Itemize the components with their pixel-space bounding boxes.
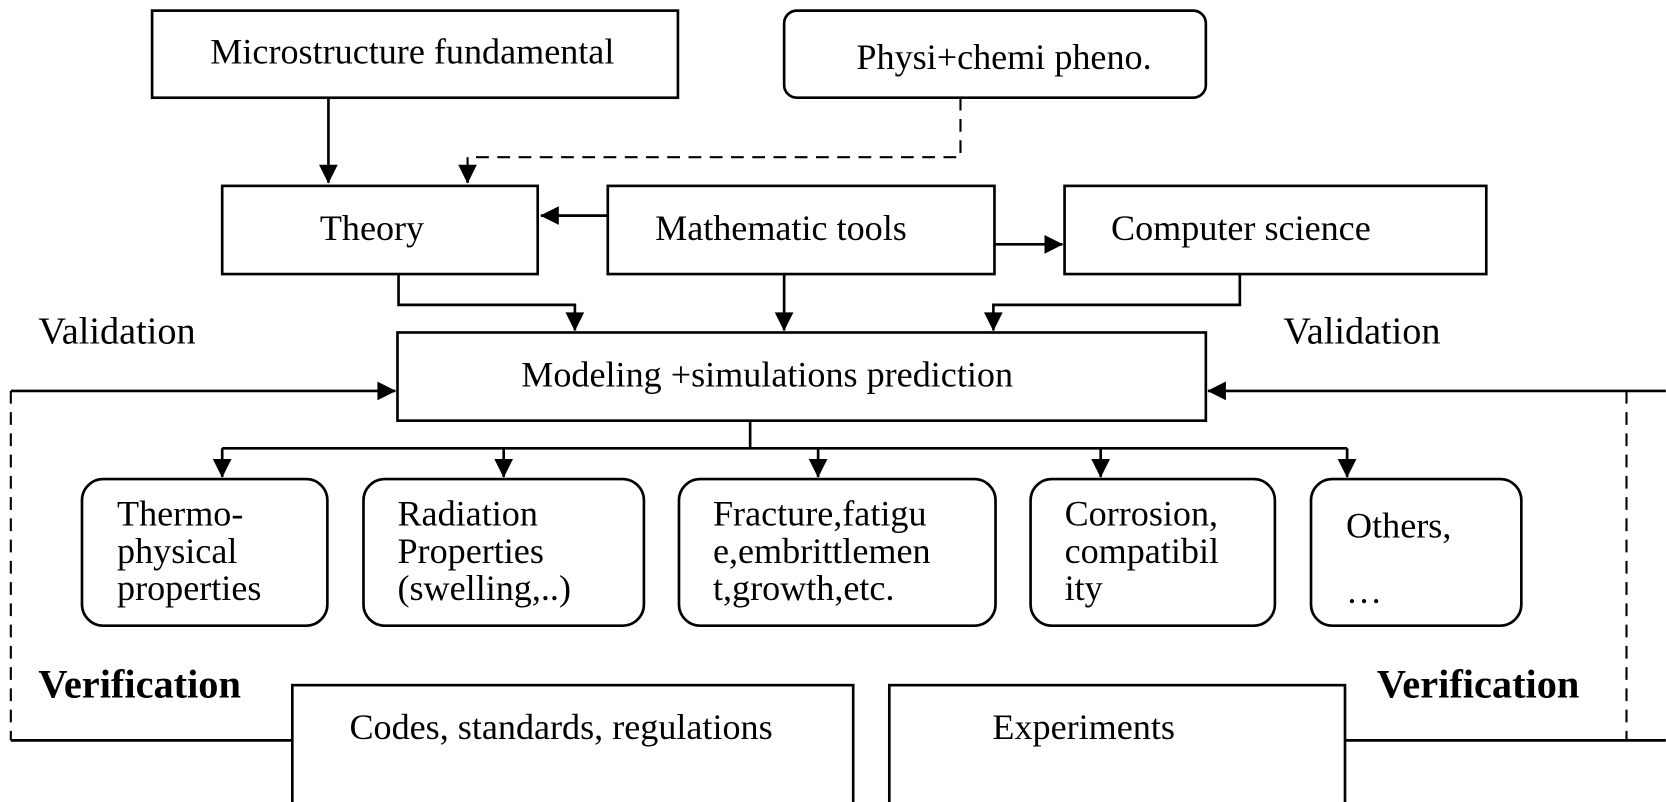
box bbox=[80, 477, 329, 627]
box bbox=[1063, 184, 1488, 276]
node-text: Fracture,fatigu e,embrittlemen t,growth,… bbox=[713, 494, 931, 608]
box bbox=[290, 683, 855, 802]
node-label: Experiments bbox=[992, 707, 1175, 747]
box bbox=[1029, 477, 1277, 627]
node-label: Mathematic tools bbox=[655, 208, 907, 248]
node-text: Radiation Properties (swelling,..) bbox=[397, 494, 571, 608]
node-label: Physi+chemi pheno. bbox=[856, 37, 1151, 77]
node-line: Radiation bbox=[397, 494, 537, 534]
node-line: compatibil bbox=[1065, 531, 1219, 571]
node-text: Thermo- physical properties bbox=[117, 494, 261, 608]
node-text: Corrosion, compatibil ity bbox=[1065, 494, 1219, 608]
node-label: Microstructure fundamental bbox=[210, 32, 614, 72]
node-line: Corrosion, bbox=[1065, 494, 1218, 534]
node-line: physical bbox=[117, 531, 237, 571]
box bbox=[606, 184, 996, 276]
node-line: (swelling,..) bbox=[397, 568, 571, 608]
node-line: … bbox=[1346, 571, 1382, 611]
annotation: Verification bbox=[38, 662, 241, 707]
box bbox=[782, 9, 1208, 100]
arrow bbox=[397, 274, 585, 332]
box bbox=[220, 184, 540, 276]
box bbox=[150, 9, 680, 100]
node-line: ity bbox=[1065, 568, 1103, 608]
node-line: Thermo- bbox=[117, 494, 243, 534]
node-line: t,growth,etc. bbox=[713, 568, 895, 608]
dashed-arrow bbox=[466, 97, 962, 170]
node-line: Properties bbox=[397, 531, 543, 571]
node-line: e,embrittlemen bbox=[713, 531, 931, 571]
node-label: Codes, standards, regulations bbox=[349, 707, 772, 747]
box bbox=[362, 477, 646, 627]
connectors bbox=[9, 97, 1666, 742]
node-label: Computer science bbox=[1111, 208, 1371, 248]
box bbox=[396, 331, 1208, 422]
node-line: Fracture,fatigu bbox=[713, 494, 927, 534]
annotation: Validation bbox=[38, 310, 195, 352]
box bbox=[1309, 477, 1523, 627]
node-label: Modeling +simulations prediction bbox=[521, 354, 1013, 394]
annotation: Validation bbox=[1283, 310, 1440, 352]
arrow bbox=[984, 274, 1242, 332]
box bbox=[887, 683, 1347, 802]
node-line: Others, bbox=[1346, 505, 1451, 545]
node-label: Theory bbox=[320, 208, 424, 248]
node-line: properties bbox=[117, 568, 261, 608]
annotation: Verification bbox=[1377, 662, 1580, 707]
box bbox=[677, 477, 997, 627]
